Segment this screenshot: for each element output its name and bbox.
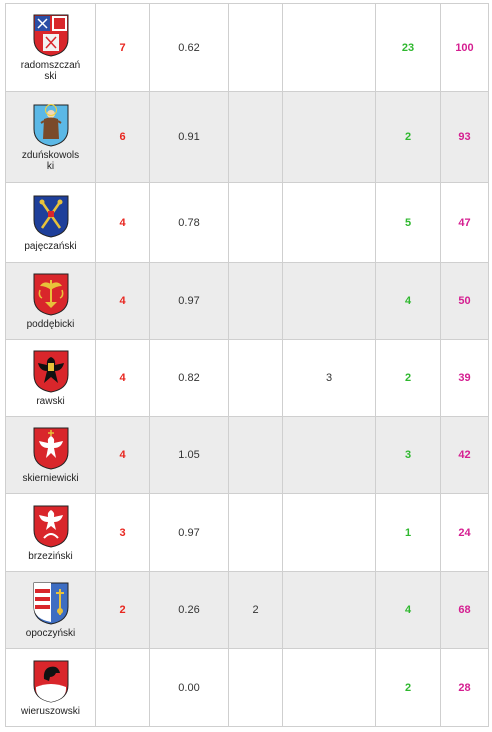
poddebicki-coat-of-arms-icon	[33, 273, 68, 316]
table-row: brzeziński 3 0.97 1 24	[5, 493, 489, 572]
value-cell-e: 23	[375, 3, 441, 92]
table-row: wieruszowski 0.00 2 28	[5, 648, 489, 727]
value-cell-c	[228, 182, 283, 263]
value-cell-d	[282, 262, 376, 340]
value-cell-a: 6	[95, 91, 150, 183]
value-cell-c	[228, 3, 283, 92]
zdunskowolski-coat-of-arms-icon	[33, 103, 68, 147]
value-cell-d	[282, 571, 376, 649]
value-cell-b: 0.00	[149, 648, 229, 727]
value-cell-e: 4	[375, 571, 441, 649]
value-cell-a: 4	[95, 416, 150, 494]
county-cell: rawski	[5, 339, 96, 417]
value-cell-d	[282, 182, 376, 263]
value-cell-a: 3	[95, 493, 150, 572]
opoczynski-coat-of-arms-icon	[33, 582, 68, 625]
county-name: wieruszowski	[21, 705, 80, 717]
value-cell-b: 0.97	[149, 493, 229, 572]
value-cell-d: 3	[282, 339, 376, 417]
value-cell-c	[228, 416, 283, 494]
county-cell: pajęczański	[5, 182, 96, 263]
value-cell-f: 28	[440, 648, 489, 727]
value-cell-b: 0.97	[149, 262, 229, 340]
county-cell: skierniewicki	[5, 416, 96, 494]
value-cell-d	[282, 416, 376, 494]
county-table-container: radomszczań ski 7 0.62 23 100	[5, 3, 489, 727]
value-cell-a: 4	[95, 339, 150, 417]
county-cell: brzeziński	[5, 493, 96, 572]
value-cell-e: 3	[375, 416, 441, 494]
county-name: poddębicki	[26, 319, 75, 330]
value-cell-f: 39	[440, 339, 489, 417]
skierniewicki-coat-of-arms-icon	[33, 427, 68, 470]
value-cell-a	[95, 648, 150, 727]
value-cell-c	[228, 339, 283, 417]
value-cell-b: 0.62	[149, 3, 229, 92]
value-cell-f: 100	[440, 3, 489, 92]
value-cell-c	[228, 493, 283, 572]
value-cell-d	[282, 91, 376, 183]
table-row: rawski 4 0.82 3 2 39	[5, 339, 489, 417]
rawski-coat-of-arms-icon	[33, 350, 68, 393]
county-name: brzeziński	[28, 550, 73, 562]
radomszczanski-coat-of-arms-icon	[33, 14, 68, 57]
county-cell: zduńskowols ki	[5, 91, 96, 183]
county-cell: wieruszowski	[5, 648, 96, 727]
value-cell-f: 47	[440, 182, 489, 263]
value-cell-b: 0.82	[149, 339, 229, 417]
county-name: skierniewicki	[22, 473, 79, 484]
table-row: opoczyński 2 0.26 2 4 68	[5, 571, 489, 649]
value-cell-e: 4	[375, 262, 441, 340]
value-cell-d	[282, 648, 376, 727]
county-cell: opoczyński	[5, 571, 96, 649]
value-cell-c: 2	[228, 571, 283, 649]
value-cell-a: 2	[95, 571, 150, 649]
pajeczanski-coat-of-arms-icon	[33, 195, 68, 238]
county-name: rawski	[36, 396, 65, 407]
brzezinski-coat-of-arms-icon	[33, 505, 68, 548]
table-row: pajęczański 4 0.78 5 47	[5, 182, 489, 263]
value-cell-e: 2	[375, 91, 441, 183]
table-row: zduńskowols ki 6 0.91 2 93	[5, 91, 489, 183]
county-cell: radomszczań ski	[5, 3, 96, 92]
value-cell-a: 4	[95, 182, 150, 263]
value-cell-b: 0.91	[149, 91, 229, 183]
value-cell-b: 1.05	[149, 416, 229, 494]
county-stats-table: radomszczań ski 7 0.62 23 100	[5, 3, 489, 727]
value-cell-a: 7	[95, 3, 150, 92]
value-cell-f: 50	[440, 262, 489, 340]
county-name: radomszczań ski	[20, 60, 81, 82]
value-cell-b: 0.26	[149, 571, 229, 649]
value-cell-c	[228, 262, 283, 340]
table-row: poddębicki 4 0.97 4 50	[5, 262, 489, 340]
value-cell-c	[228, 648, 283, 727]
value-cell-d	[282, 3, 376, 92]
county-cell: poddębicki	[5, 262, 96, 340]
value-cell-b: 0.78	[149, 182, 229, 263]
county-name: pajęczański	[24, 240, 77, 252]
table-row: radomszczań ski 7 0.62 23 100	[5, 3, 489, 92]
value-cell-e: 2	[375, 648, 441, 727]
county-name: zduńskowols ki	[21, 149, 80, 172]
value-cell-f: 93	[440, 91, 489, 183]
county-name: opoczyński	[25, 628, 76, 639]
value-cell-d	[282, 493, 376, 572]
table-row: skierniewicki 4 1.05 3 42	[5, 416, 489, 494]
value-cell-f: 42	[440, 416, 489, 494]
value-cell-e: 1	[375, 493, 441, 572]
value-cell-e: 5	[375, 182, 441, 263]
value-cell-f: 68	[440, 571, 489, 649]
value-cell-a: 4	[95, 262, 150, 340]
value-cell-e: 2	[375, 339, 441, 417]
wieruszowski-coat-of-arms-icon	[33, 660, 68, 703]
value-cell-f: 24	[440, 493, 489, 572]
value-cell-c	[228, 91, 283, 183]
